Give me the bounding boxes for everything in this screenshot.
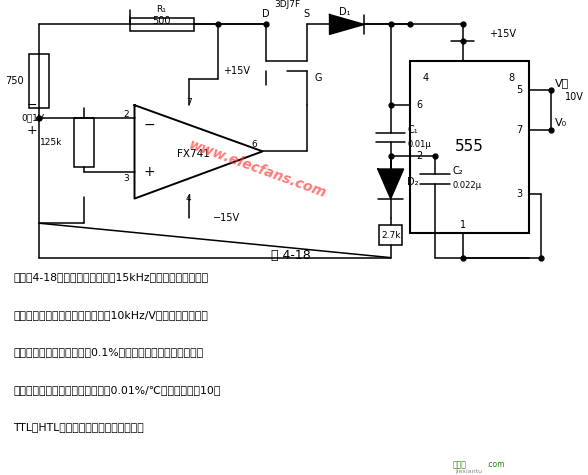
Text: .com: .com — [486, 460, 505, 469]
Text: G: G — [315, 73, 322, 83]
Text: 采用图4-18所示元件，频率超过15kHz时，上式仍然成立，: 采用图4-18所示元件，频率超过15kHz时，上式仍然成立， — [14, 272, 208, 282]
Text: V₀: V₀ — [555, 118, 567, 128]
Polygon shape — [378, 169, 403, 199]
Text: 6: 6 — [252, 140, 258, 149]
Text: 750: 750 — [5, 76, 24, 86]
Text: +: + — [27, 124, 38, 137]
Text: 5: 5 — [517, 86, 523, 95]
Text: FX741: FX741 — [177, 149, 210, 159]
Bar — [129, 18, 193, 31]
Text: −: − — [27, 99, 38, 112]
Text: 0.022μ: 0.022μ — [453, 181, 482, 190]
Text: V꜀: V꜀ — [555, 78, 569, 88]
Text: 3: 3 — [517, 189, 523, 199]
Text: R₁: R₁ — [156, 5, 166, 14]
Text: 10V: 10V — [565, 92, 584, 102]
Text: 3: 3 — [123, 174, 129, 183]
Text: 2: 2 — [124, 111, 129, 119]
Text: 2: 2 — [416, 151, 422, 162]
Text: C₁: C₁ — [407, 125, 418, 135]
Text: +: + — [143, 165, 155, 179]
Text: D₂: D₂ — [407, 177, 419, 187]
Text: 0.01μ: 0.01μ — [407, 140, 431, 149]
Text: 敏度可达毫伏级，精度可达0.1%，同相输入时，输入阻抗（真: 敏度可达毫伏级，精度可达0.1%，同相输入时，输入阻抗（真 — [14, 347, 203, 357]
Text: D₁: D₁ — [339, 7, 350, 17]
Text: 0～1V: 0～1V — [21, 114, 44, 123]
Text: 3DJ7F: 3DJ7F — [274, 0, 300, 10]
Text: 接线图: 接线图 — [453, 460, 467, 469]
Text: 4: 4 — [422, 73, 428, 83]
Text: 6: 6 — [416, 100, 422, 110]
Text: 7: 7 — [186, 98, 192, 107]
Polygon shape — [330, 15, 364, 34]
Text: 2.7k: 2.7k — [381, 231, 400, 240]
Bar — [379, 225, 403, 245]
Text: −15V: −15V — [213, 213, 240, 223]
Text: 通过满度调节可把刻度系数调节成10kHz/V。此电路满刻度灵: 通过满度调节可把刻度系数调节成10kHz/V。此电路满刻度灵 — [14, 310, 208, 320]
Text: 1: 1 — [460, 220, 466, 230]
Text: +15V: +15V — [223, 66, 250, 76]
Bar — [75, 118, 94, 167]
Text: 555: 555 — [455, 139, 484, 154]
Text: S: S — [304, 9, 310, 19]
Text: +15V: +15V — [489, 29, 516, 39]
Text: jiexiantu: jiexiantu — [455, 469, 482, 474]
Text: 8: 8 — [509, 73, 515, 83]
Text: 流）高于几兆欧，电路温度系数为0.01%/℃，输出可驱动10个: 流）高于几兆欧，电路温度系数为0.01%/℃，输出可驱动10个 — [14, 385, 220, 395]
Text: D: D — [262, 9, 269, 19]
Text: −: − — [143, 118, 155, 132]
Text: TTL或HTL，也可驱动遥测中的长电缆。: TTL或HTL，也可驱动遥测中的长电缆。 — [14, 422, 144, 432]
Text: C₂: C₂ — [453, 166, 463, 176]
Text: 4: 4 — [186, 194, 192, 203]
Bar — [29, 54, 49, 108]
Text: 7: 7 — [517, 125, 523, 135]
Text: 图 4-18: 图 4-18 — [271, 249, 311, 262]
Text: www.elecfans.com: www.elecfans.com — [187, 138, 329, 200]
Bar — [410, 61, 529, 233]
Text: 125k: 125k — [40, 138, 62, 147]
Text: 500: 500 — [152, 17, 171, 27]
